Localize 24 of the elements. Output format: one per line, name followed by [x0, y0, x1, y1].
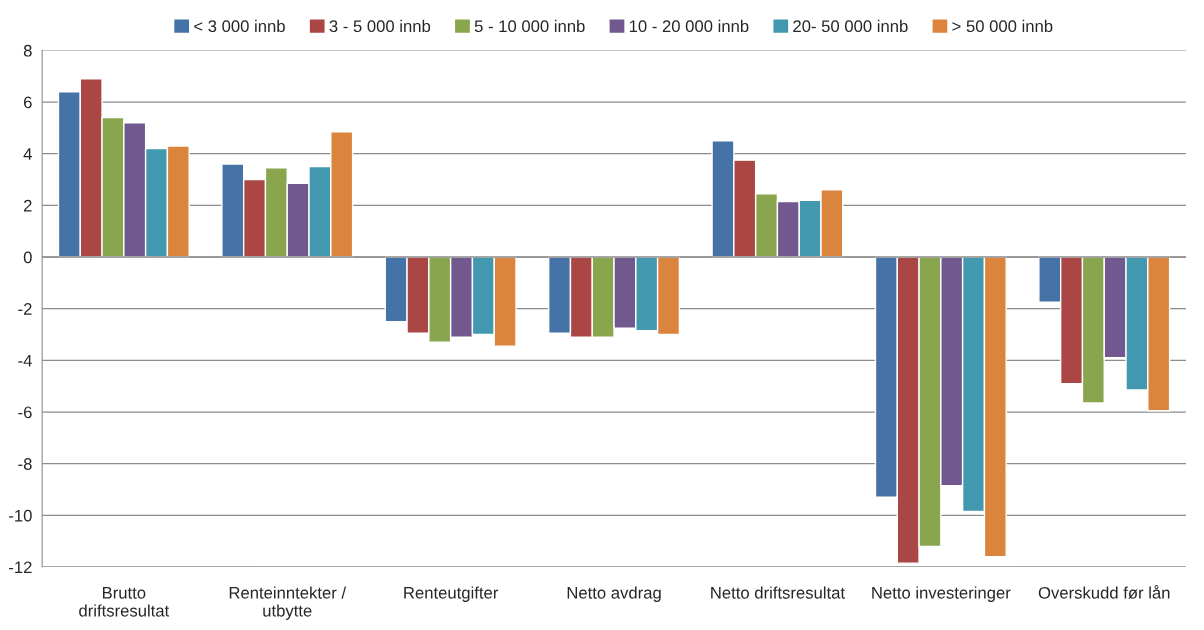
y-tick-label: -8 — [18, 458, 32, 470]
x-tick-label: Brutto driftsresultat — [79, 587, 170, 617]
legend-label: 3 - 5 000 innb — [329, 19, 431, 33]
legend-label: 5 - 10 000 innb — [474, 19, 585, 33]
legend-label: 10 - 20 000 innb — [629, 19, 749, 33]
legend-label: < 3 000 innb — [194, 19, 285, 33]
x-tick-label: Netto driftsresultat — [711, 586, 845, 599]
y-tick-label: 8 — [23, 44, 32, 57]
legend-label: > 50 000 innb — [952, 19, 1053, 33]
x-tick-label: Netto avdrag — [567, 586, 661, 602]
x-tick-label: Overskudd før lån — [1038, 585, 1170, 599]
y-tick-label: -12 — [9, 561, 32, 574]
y-tick-label: 4 — [23, 148, 32, 160]
y-tick-label: 2 — [23, 199, 32, 212]
y-tick-label: 6 — [24, 96, 32, 109]
x-tick-label: Renteinntekter / utbytte — [229, 586, 347, 620]
x-tick-label: Netto investeringer — [872, 586, 1011, 602]
x-tick-label: Renteutgifter — [404, 586, 499, 602]
y-tick-label: -6 — [18, 406, 32, 419]
y-tick-label: 0 — [23, 251, 32, 264]
legend-label: 20- 50 000 innb — [793, 19, 908, 33]
y-tick-label: -2 — [18, 303, 32, 315]
y-tick-label: -10 — [9, 509, 32, 522]
y-tick-label: -4 — [18, 354, 32, 367]
